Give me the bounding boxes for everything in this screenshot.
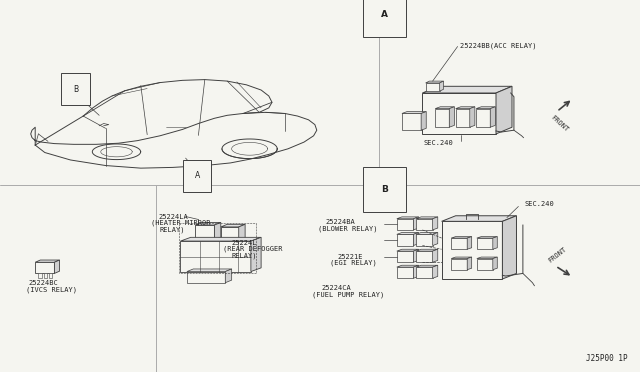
Bar bbox=[402, 113, 421, 130]
Polygon shape bbox=[413, 249, 419, 262]
Polygon shape bbox=[467, 237, 472, 249]
Text: (EGI RELAY): (EGI RELAY) bbox=[330, 260, 376, 266]
Bar bbox=[38, 273, 42, 278]
Polygon shape bbox=[225, 269, 232, 283]
Bar bbox=[35, 262, 54, 273]
Text: B: B bbox=[381, 185, 388, 194]
Bar bbox=[44, 273, 47, 278]
Polygon shape bbox=[426, 81, 444, 83]
Polygon shape bbox=[397, 249, 419, 251]
Polygon shape bbox=[493, 257, 497, 270]
Text: B: B bbox=[73, 85, 78, 94]
Polygon shape bbox=[467, 257, 472, 270]
Polygon shape bbox=[221, 224, 245, 227]
Polygon shape bbox=[397, 217, 419, 219]
Bar bbox=[477, 259, 493, 270]
Polygon shape bbox=[214, 222, 221, 240]
Polygon shape bbox=[416, 249, 438, 251]
Bar bbox=[416, 234, 433, 246]
Bar bbox=[180, 241, 251, 272]
Polygon shape bbox=[442, 216, 516, 221]
Text: FRONT: FRONT bbox=[549, 115, 569, 133]
Polygon shape bbox=[477, 237, 497, 238]
Polygon shape bbox=[35, 260, 60, 262]
Bar bbox=[49, 273, 52, 278]
Text: (REAR DEFOGGER: (REAR DEFOGGER bbox=[223, 246, 283, 253]
Polygon shape bbox=[195, 222, 221, 225]
Text: (BLOWER RELAY): (BLOWER RELAY) bbox=[318, 225, 378, 232]
Text: SEC.240: SEC.240 bbox=[424, 140, 453, 146]
Polygon shape bbox=[433, 249, 438, 262]
Polygon shape bbox=[421, 112, 426, 130]
Polygon shape bbox=[433, 265, 438, 278]
Bar bbox=[187, 272, 225, 283]
Text: 25224BA: 25224BA bbox=[325, 219, 355, 225]
Polygon shape bbox=[433, 232, 438, 246]
Polygon shape bbox=[413, 265, 419, 278]
Bar bbox=[426, 83, 440, 91]
Polygon shape bbox=[397, 265, 419, 267]
Bar bbox=[435, 109, 449, 127]
Polygon shape bbox=[180, 237, 261, 241]
Polygon shape bbox=[239, 224, 245, 241]
Text: J25P00 1P: J25P00 1P bbox=[586, 354, 627, 363]
Polygon shape bbox=[402, 112, 426, 113]
Bar bbox=[451, 238, 467, 249]
Polygon shape bbox=[477, 257, 497, 259]
Text: SEC.240: SEC.240 bbox=[525, 201, 554, 207]
Bar bbox=[416, 267, 433, 278]
Polygon shape bbox=[251, 237, 261, 272]
Text: 25221E: 25221E bbox=[338, 254, 364, 260]
Polygon shape bbox=[502, 216, 516, 279]
Text: A: A bbox=[195, 171, 200, 180]
Bar bbox=[442, 221, 502, 279]
Bar bbox=[451, 259, 467, 270]
Text: FRONT: FRONT bbox=[547, 246, 568, 263]
Bar bbox=[221, 227, 239, 241]
Polygon shape bbox=[435, 107, 454, 109]
Text: 25224CA: 25224CA bbox=[321, 285, 351, 291]
Polygon shape bbox=[54, 260, 60, 273]
Bar bbox=[477, 238, 493, 249]
Bar bbox=[195, 225, 214, 240]
Polygon shape bbox=[456, 107, 475, 109]
Text: 25224L: 25224L bbox=[232, 240, 257, 246]
Polygon shape bbox=[451, 237, 472, 238]
Polygon shape bbox=[416, 217, 438, 219]
Bar bbox=[397, 219, 413, 230]
Bar bbox=[416, 251, 433, 262]
Polygon shape bbox=[422, 86, 512, 93]
Polygon shape bbox=[451, 257, 472, 259]
Bar bbox=[422, 93, 496, 134]
Text: A: A bbox=[381, 10, 388, 19]
Bar bbox=[397, 251, 413, 262]
Polygon shape bbox=[493, 237, 497, 249]
Polygon shape bbox=[413, 232, 419, 246]
Polygon shape bbox=[470, 107, 475, 127]
Bar bbox=[456, 109, 470, 127]
Text: RELAY): RELAY) bbox=[160, 226, 186, 233]
Polygon shape bbox=[449, 107, 454, 127]
Polygon shape bbox=[416, 265, 438, 267]
Bar bbox=[476, 109, 490, 127]
Text: 25224LA: 25224LA bbox=[159, 214, 188, 219]
Text: RELAY): RELAY) bbox=[232, 252, 257, 259]
Text: 25224BC: 25224BC bbox=[29, 280, 58, 286]
Polygon shape bbox=[413, 217, 419, 230]
Polygon shape bbox=[397, 232, 419, 234]
Bar bbox=[397, 234, 413, 246]
Text: (HEATER MIRROR: (HEATER MIRROR bbox=[151, 220, 211, 227]
Bar bbox=[416, 219, 433, 230]
Text: (FUEL PUMP RELAY): (FUEL PUMP RELAY) bbox=[312, 291, 384, 298]
Text: (IVCS RELAY): (IVCS RELAY) bbox=[26, 286, 77, 293]
Polygon shape bbox=[433, 217, 438, 230]
Polygon shape bbox=[416, 232, 438, 234]
Polygon shape bbox=[490, 107, 495, 127]
Polygon shape bbox=[496, 86, 512, 134]
Bar bbox=[397, 267, 413, 278]
Polygon shape bbox=[187, 269, 232, 272]
Polygon shape bbox=[476, 107, 495, 109]
Text: 25224BB(ACC RELAY): 25224BB(ACC RELAY) bbox=[460, 42, 536, 49]
Polygon shape bbox=[440, 81, 444, 91]
